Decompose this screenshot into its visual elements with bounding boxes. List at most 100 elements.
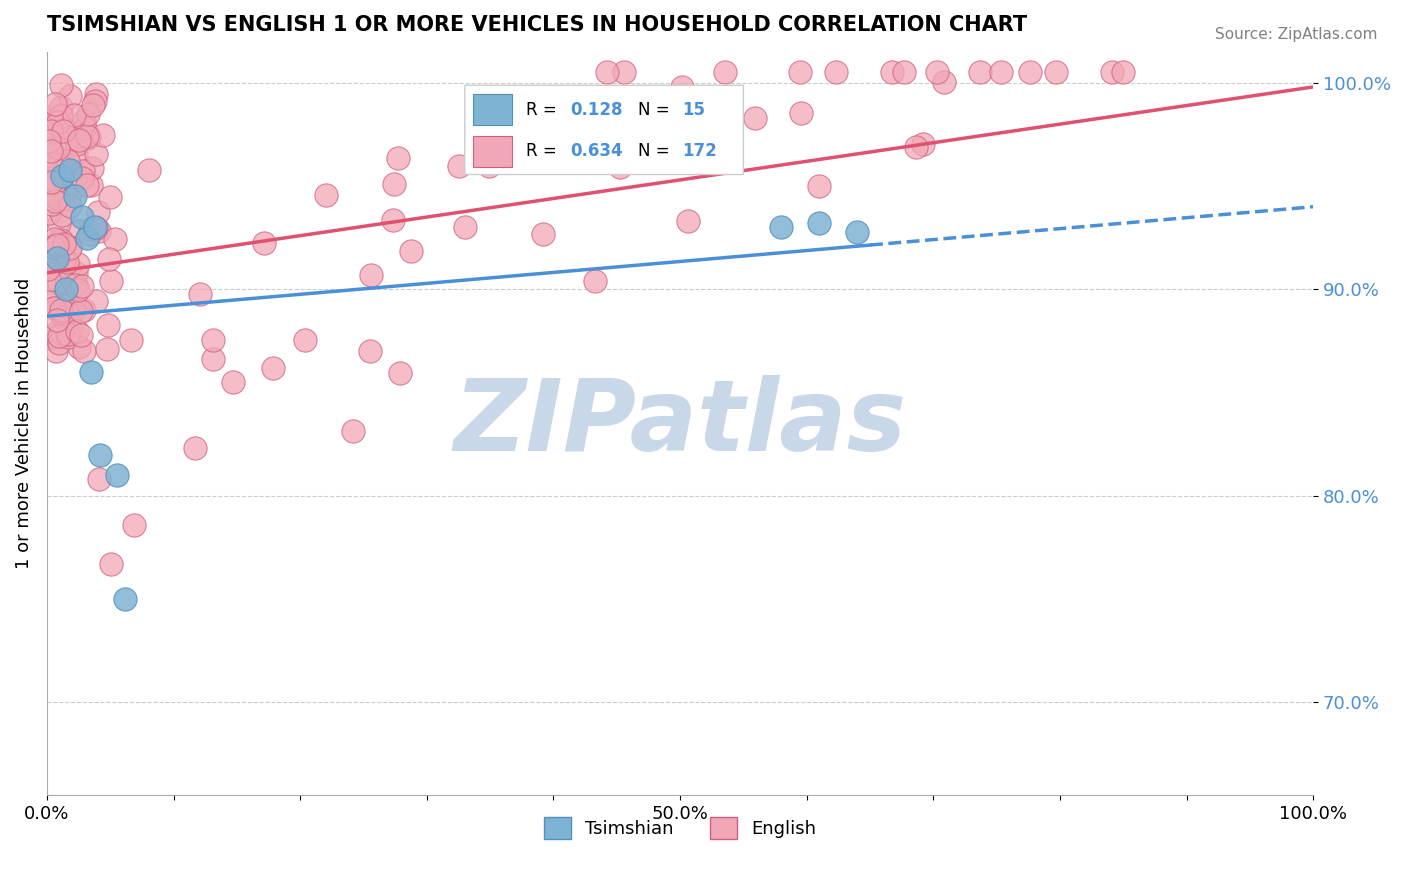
Point — [294, 333, 316, 347]
Point — [59, 241, 82, 255]
Point — [808, 216, 831, 230]
Point — [401, 244, 423, 259]
Point — [76, 131, 98, 145]
Point — [59, 132, 82, 146]
Point — [342, 424, 364, 438]
Point — [39, 175, 62, 189]
Point — [593, 112, 616, 126]
Point — [122, 517, 145, 532]
Point — [79, 222, 101, 236]
Point — [63, 277, 86, 292]
Point — [1045, 65, 1067, 79]
Point — [315, 188, 337, 202]
Point — [58, 284, 80, 298]
Point — [75, 120, 97, 135]
Point — [91, 128, 114, 142]
Point — [77, 106, 100, 120]
Point — [76, 178, 98, 192]
Point — [59, 198, 82, 212]
Point — [46, 300, 69, 314]
Point — [62, 302, 84, 317]
Point — [80, 365, 103, 379]
Point — [76, 231, 98, 245]
Point — [52, 155, 75, 169]
Point — [84, 293, 107, 308]
Point — [56, 306, 79, 320]
Point — [46, 234, 69, 248]
Point — [45, 260, 67, 274]
Point — [46, 114, 69, 128]
Point — [46, 238, 69, 252]
Point — [882, 65, 904, 79]
Point — [38, 295, 60, 310]
Point — [531, 227, 554, 242]
Point — [38, 292, 60, 306]
Point — [51, 120, 73, 134]
Point — [449, 159, 471, 173]
Point — [52, 302, 75, 317]
Point — [48, 156, 70, 170]
Point — [69, 327, 91, 342]
Point — [613, 65, 636, 79]
Text: TSIMSHIAN VS ENGLISH 1 OR MORE VEHICLES IN HOUSEHOLD CORRELATION CHART: TSIMSHIAN VS ENGLISH 1 OR MORE VEHICLES … — [46, 15, 1026, 35]
Point — [609, 160, 631, 174]
Point — [53, 184, 76, 198]
Point — [100, 557, 122, 571]
Point — [39, 157, 62, 171]
Point — [104, 232, 127, 246]
Point — [770, 220, 793, 235]
Point — [846, 225, 869, 239]
Point — [360, 268, 382, 282]
Point — [969, 65, 991, 79]
Point — [67, 133, 90, 147]
Point — [44, 96, 66, 111]
Point — [201, 333, 224, 347]
Point — [48, 328, 70, 343]
Point — [45, 313, 67, 327]
Point — [789, 65, 811, 79]
Point — [990, 65, 1012, 79]
Point — [222, 375, 245, 389]
Point — [84, 220, 107, 235]
Point — [628, 116, 651, 130]
Point — [38, 113, 60, 128]
Point — [72, 164, 94, 178]
Legend: Tsimshian, English: Tsimshian, English — [537, 809, 824, 846]
Point — [82, 98, 104, 112]
Point — [89, 224, 111, 238]
Point — [59, 162, 82, 177]
Point — [41, 239, 63, 253]
Point — [86, 147, 108, 161]
Point — [595, 65, 617, 79]
Point — [41, 148, 63, 162]
Point — [79, 227, 101, 242]
Point — [583, 274, 606, 288]
Point — [58, 329, 80, 343]
Point — [84, 94, 107, 108]
Point — [45, 249, 67, 263]
Point — [478, 159, 501, 173]
Point — [84, 87, 107, 101]
Point — [45, 326, 67, 341]
Point — [82, 161, 104, 176]
Point — [53, 161, 76, 175]
Point — [789, 105, 811, 120]
Point — [1112, 65, 1135, 79]
Point — [96, 342, 118, 356]
Point — [53, 122, 76, 136]
Point — [97, 252, 120, 266]
Point — [39, 124, 62, 138]
Point — [671, 80, 693, 95]
Point — [387, 152, 409, 166]
Point — [65, 147, 87, 161]
Point — [59, 322, 82, 336]
Point — [38, 134, 60, 148]
Point — [80, 178, 103, 192]
Point — [1018, 65, 1040, 79]
Point — [262, 361, 284, 376]
Text: ZIPatlas: ZIPatlas — [454, 376, 907, 472]
Point — [44, 175, 66, 189]
Point — [38, 206, 60, 220]
Point — [58, 193, 80, 207]
Point — [44, 194, 66, 208]
